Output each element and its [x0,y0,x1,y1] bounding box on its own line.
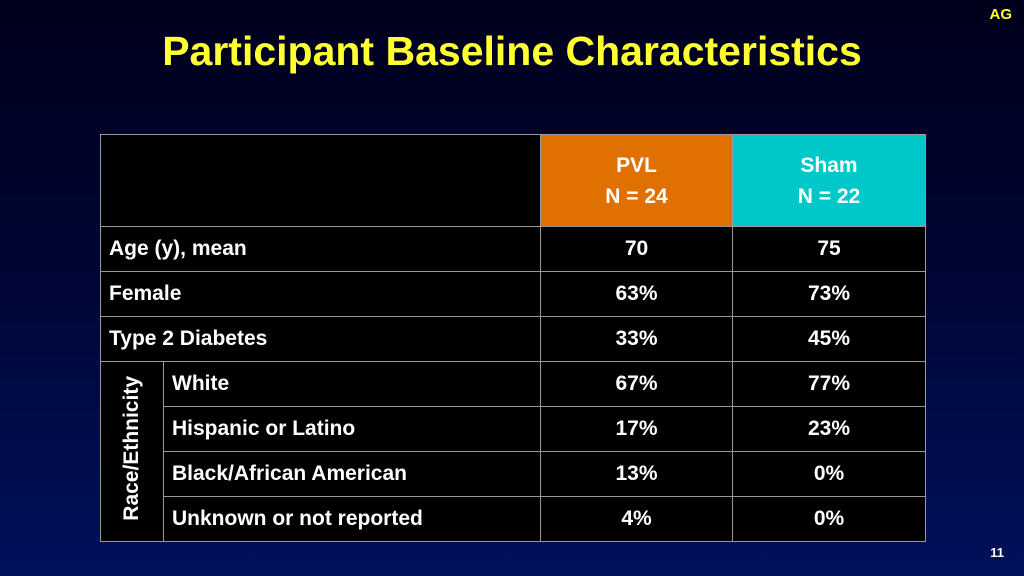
sham-n: N = 22 [797,184,861,208]
row-label: Hispanic or Latino [163,406,541,452]
pvl-value: 4% [540,496,733,542]
sham-value: 77% [732,361,926,407]
pvl-value: 63% [540,271,733,317]
row-label: Black/African American [163,451,541,497]
sham-value: 23% [732,406,926,452]
pvl-value: 67% [540,361,733,407]
pvl-n: N = 24 [605,184,668,208]
pvl-value: 17% [540,406,733,452]
sham-name: Sham [800,153,858,177]
row-label: Type 2 Diabetes [100,316,541,362]
pvl-value: 33% [540,316,733,362]
sham-value: 0% [732,496,926,542]
header-empty-cell [100,134,541,227]
race-ethnicity-group-cell: Race/Ethnicity [100,361,164,542]
table-row: Female 63% 73% [100,271,926,317]
sham-value: 73% [732,271,926,317]
race-ethnicity-label: Race/Ethnicity [120,376,143,521]
table-row: Unknown or not reported 4% 0% [101,496,926,542]
presenter-initials: AG [989,6,1013,23]
row-label: Unknown or not reported [163,496,541,542]
slide-title: Participant Baseline Characteristics [162,28,862,74]
baseline-characteristics-table: PVL N = 24 Sham N = 22 Age (y), mean 70 … [100,134,926,542]
table-row: Hispanic or Latino 17% 23% [101,406,926,452]
row-label: White [163,361,541,407]
sham-value: 45% [732,316,926,362]
sham-value: 0% [732,451,926,497]
row-label: Female [100,271,541,317]
pvl-column-header: PVL N = 24 [540,134,733,227]
table-row: Type 2 Diabetes 33% 45% [100,316,926,362]
sham-column-header: Sham N = 22 [732,134,926,227]
table-row: Black/African American 13% 0% [101,451,926,497]
table-row: Race/Ethnicity White 67% 77% [100,361,926,542]
slide-number: 11 [990,545,1004,560]
row-label: Age (y), mean [100,226,541,272]
pvl-value: 70 [540,226,733,272]
pvl-value: 13% [540,451,733,497]
table-row: Age (y), mean 70 75 [100,226,926,272]
table-header-row: PVL N = 24 Sham N = 22 [100,134,926,227]
pvl-name: PVL [616,153,657,177]
sham-value: 75 [732,226,926,272]
